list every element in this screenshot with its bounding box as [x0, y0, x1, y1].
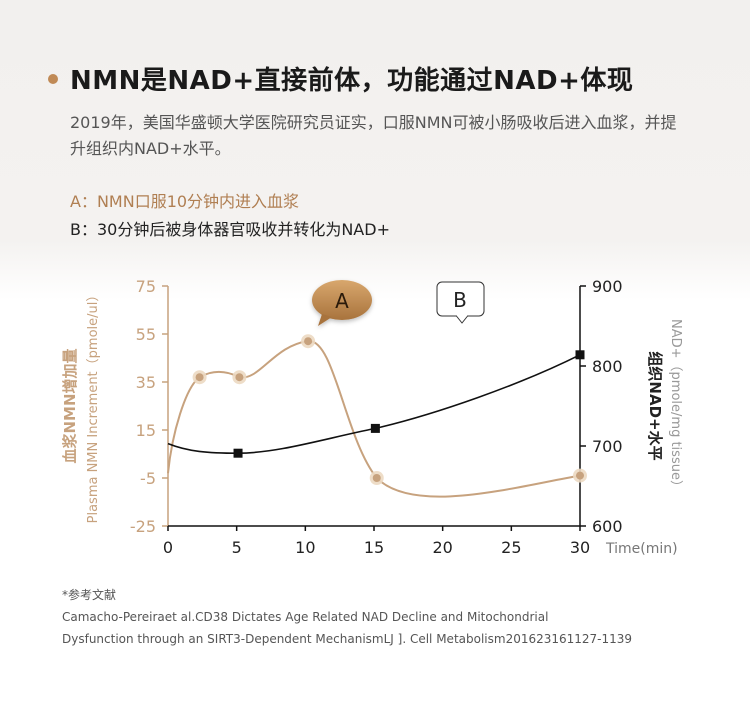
left-axis-label-en: Plasma NMN Increment（pmole/ul） [86, 289, 101, 524]
page-title: NMN是NAD+直接前体，功能通过NAD+体现 [70, 66, 634, 96]
gold-series-point [235, 373, 244, 382]
left-tick-label: 75 [136, 277, 156, 296]
right-tick-label: 700 [592, 437, 623, 456]
black-series-point [575, 350, 585, 360]
right-tick-label: 600 [592, 517, 623, 536]
left-tick-label: -5 [140, 469, 156, 488]
black-series-point [233, 448, 243, 458]
references-title: *参考文献 [62, 588, 117, 602]
bullet-dot [48, 73, 58, 84]
reference-line-1: Camacho-Pereiraet al.CD38 Dictates Age R… [62, 610, 549, 624]
annotation-b-tail [455, 315, 469, 324]
x-tick-label: 20 [432, 538, 452, 557]
right-tick-label: 900 [592, 277, 623, 296]
reference-line-2: Dysfunction through an SIRT3-Dependent M… [62, 632, 633, 646]
left-tick-label: 35 [136, 373, 156, 392]
right-axis-label-cn: 组织NAD+水平 [646, 351, 664, 460]
gold-series-point [372, 474, 381, 482]
annotation-b-label: B [453, 288, 467, 312]
x-tick-label: 0 [163, 538, 173, 557]
black-series-line [167, 354, 581, 455]
x-tick-label: 30 [570, 538, 590, 557]
gold-series-point [304, 337, 313, 346]
x-tick-label: 25 [501, 538, 521, 557]
left-tick-label: -25 [130, 517, 156, 536]
x-axis-label: Time(min) [605, 541, 678, 557]
left-tick-label: 55 [136, 325, 156, 344]
annotation-a-shape [312, 280, 372, 320]
annotation-a-label: A [335, 289, 349, 313]
gold-series-point [195, 373, 204, 382]
x-tick-label: 10 [295, 538, 315, 557]
references: *参考文献 Camacho-Pereiraet al.CD38 Dictates… [62, 584, 632, 650]
right-tick-label: 800 [592, 357, 623, 376]
left-axis-label-cn: 血浆NMN增加量 [61, 348, 79, 463]
annotation-a-tail [318, 314, 332, 326]
right-axis-label-en: NAD+（pmole/mg tissue） [668, 319, 683, 493]
x-tick-label: 5 [232, 538, 242, 557]
x-tick-label: 15 [364, 538, 384, 557]
title-row: NMN是NAD+直接前体，功能通过NAD+体现 [48, 60, 633, 97]
gold-series-point [576, 471, 584, 480]
left-tick-label: 15 [136, 421, 156, 440]
annotation-a-bubble [312, 280, 372, 326]
black-series-point [370, 423, 380, 433]
point-b: B：30分钟后被身体器官吸收并转化为NAD+ [70, 220, 390, 239]
description: 2019年，美国华盛顿大学医院研究员证实，口服NMN可被小肠吸收后进入血浆，并提… [70, 113, 677, 158]
point-a: A：NMN口服10分钟内进入血浆 [70, 192, 300, 211]
nmn-nad-chart: 75 55 35 15 -5 -25 900 800 700 600 0 5 10 15 20 25 30 Tim… [61, 277, 683, 557]
